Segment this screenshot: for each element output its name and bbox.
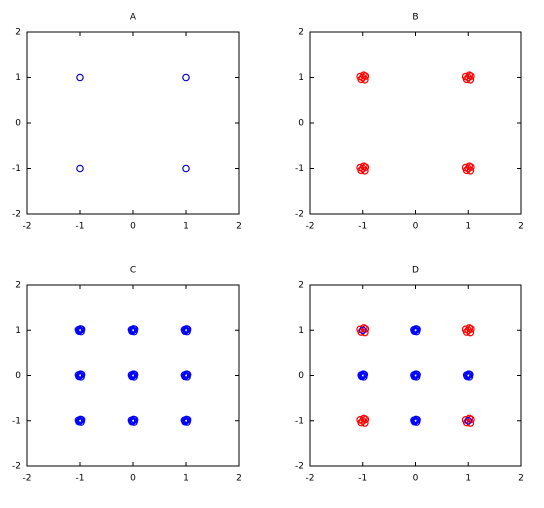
point [412, 325, 420, 333]
y-tick-label: -2 [295, 210, 304, 220]
x-tick-label: 2 [518, 474, 524, 484]
plot-frame [26, 31, 240, 215]
point [359, 370, 368, 378]
x-tick-label: 1 [183, 222, 189, 232]
x-tick-label: 1 [183, 474, 189, 484]
point [76, 370, 85, 378]
point [465, 324, 474, 332]
point [465, 71, 474, 80]
subplot: B -2 -1 0 1 2 -2 -1 0 1 2 [295, 13, 524, 232]
point [76, 325, 85, 333]
x-tick-label: -1 [358, 474, 367, 484]
point [464, 416, 473, 425]
point [412, 370, 420, 378]
y-tick-label: -1 [12, 416, 21, 426]
point [361, 75, 369, 84]
y-tick-label: 0 [298, 119, 304, 129]
y-tick-label: 0 [15, 119, 21, 129]
subplot: D -2 -1 0 1 2 -2 -1 0 1 2 [295, 266, 524, 484]
point [76, 415, 85, 424]
x-tick-label: 2 [236, 222, 242, 232]
subplot-title: D [412, 266, 419, 276]
point [182, 415, 191, 424]
y-tick-label: -1 [12, 164, 21, 174]
y-tick-label: 1 [298, 326, 304, 336]
y-tick-label: -1 [295, 164, 304, 174]
y-tick-label: -1 [295, 416, 304, 426]
point [465, 162, 474, 171]
y-tick-label: 0 [15, 371, 21, 381]
x-tick-label: -1 [76, 474, 85, 484]
y-tick-label: 1 [298, 73, 304, 83]
y-tick-label: -2 [12, 462, 21, 472]
x-tick-label: -2 [23, 474, 32, 484]
x-tick-label: 1 [465, 222, 471, 232]
y-tick-label: 2 [298, 28, 304, 38]
subplot: A -2 -1 0 1 2 -2 -1 0 1 2 [12, 13, 242, 232]
x-tick-label: -2 [306, 222, 315, 232]
plot-frame [309, 31, 522, 215]
x-tick-label: 2 [518, 222, 524, 232]
y-tick-label: 1 [15, 326, 21, 336]
x-tick-label: 2 [236, 474, 242, 484]
plot-frame [309, 284, 522, 467]
x-tick-label: -1 [76, 222, 85, 232]
plot-frame [26, 284, 240, 467]
point [129, 415, 138, 424]
point [182, 370, 191, 378]
y-tick-label: 2 [15, 281, 21, 291]
point [182, 73, 190, 82]
point [466, 75, 475, 84]
point [466, 166, 475, 175]
subplot-title: A [130, 13, 137, 23]
point [466, 328, 475, 337]
y-tick-label: 2 [15, 28, 21, 38]
point [129, 325, 138, 333]
y-tick-label: -2 [12, 210, 21, 220]
y-tick-label: 1 [15, 73, 21, 83]
point [129, 370, 138, 378]
point [466, 419, 475, 427]
x-tick-label: 0 [130, 474, 136, 484]
point [464, 370, 473, 378]
x-tick-label: 0 [413, 474, 419, 484]
y-tick-label: 0 [298, 371, 304, 381]
point [358, 326, 367, 335]
subplot-title: C [130, 266, 136, 276]
point [361, 166, 369, 175]
x-tick-label: 0 [130, 222, 136, 232]
point [360, 71, 368, 80]
point [76, 73, 84, 82]
y-tick-label: -2 [295, 462, 304, 472]
x-tick-label: 0 [413, 222, 419, 232]
subplot-title: B [412, 13, 418, 23]
x-tick-label: -2 [23, 222, 32, 232]
point [182, 164, 190, 173]
y-tick-label: 2 [298, 281, 304, 291]
subplot: C -2 -1 0 1 2 -2 -1 0 1 2 [12, 266, 242, 484]
x-tick-label: -1 [358, 222, 367, 232]
point [76, 164, 84, 173]
point [412, 415, 420, 424]
point [360, 162, 368, 171]
x-tick-label: 1 [465, 474, 471, 484]
point [361, 419, 369, 427]
point [360, 414, 368, 423]
x-tick-label: -2 [306, 474, 315, 484]
point [182, 325, 191, 333]
point [361, 328, 369, 337]
